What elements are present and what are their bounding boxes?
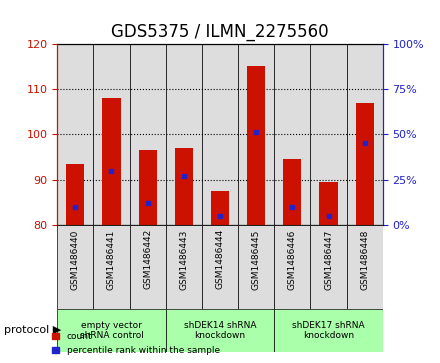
Bar [166, 225, 202, 309]
Legend: count, percentile rank within the sample: count, percentile rank within the sample [48, 329, 224, 359]
Text: shDEK14 shRNA
knockdown: shDEK14 shRNA knockdown [184, 321, 256, 340]
Bar [57, 309, 166, 352]
Bar [93, 225, 129, 309]
Bar [247, 66, 265, 225]
Bar [319, 182, 337, 225]
Bar [129, 44, 166, 225]
Text: GSM1486441: GSM1486441 [107, 229, 116, 290]
Text: GSM1486443: GSM1486443 [180, 229, 188, 290]
Bar [347, 225, 383, 309]
Text: shDEK17 shRNA
knockdown: shDEK17 shRNA knockdown [292, 321, 365, 340]
Bar [175, 148, 193, 225]
Bar [274, 309, 383, 352]
Title: GDS5375 / ILMN_2275560: GDS5375 / ILMN_2275560 [111, 23, 329, 41]
Bar [57, 225, 93, 309]
Text: GSM1486440: GSM1486440 [71, 229, 80, 290]
Text: GSM1486445: GSM1486445 [252, 229, 260, 290]
Bar [238, 44, 274, 225]
Text: GSM1486446: GSM1486446 [288, 229, 297, 290]
Text: empty vector
shRNA control: empty vector shRNA control [80, 321, 143, 340]
Bar [129, 225, 166, 309]
Bar [139, 150, 157, 225]
Bar [274, 44, 311, 225]
Bar [202, 44, 238, 225]
Text: GSM1486447: GSM1486447 [324, 229, 333, 290]
Bar [66, 164, 84, 225]
Text: protocol ▶: protocol ▶ [4, 325, 62, 335]
Bar [274, 225, 311, 309]
Bar [356, 102, 374, 225]
Bar [238, 225, 274, 309]
Bar [166, 44, 202, 225]
Bar [283, 159, 301, 225]
Bar [103, 98, 121, 225]
Bar [211, 191, 229, 225]
Text: GSM1486444: GSM1486444 [216, 229, 224, 289]
Bar [202, 225, 238, 309]
Text: GSM1486448: GSM1486448 [360, 229, 369, 290]
Bar [93, 44, 129, 225]
Text: GSM1486442: GSM1486442 [143, 229, 152, 289]
Bar [311, 225, 347, 309]
Bar [57, 44, 93, 225]
Bar [347, 44, 383, 225]
Bar [311, 44, 347, 225]
Bar [166, 309, 274, 352]
